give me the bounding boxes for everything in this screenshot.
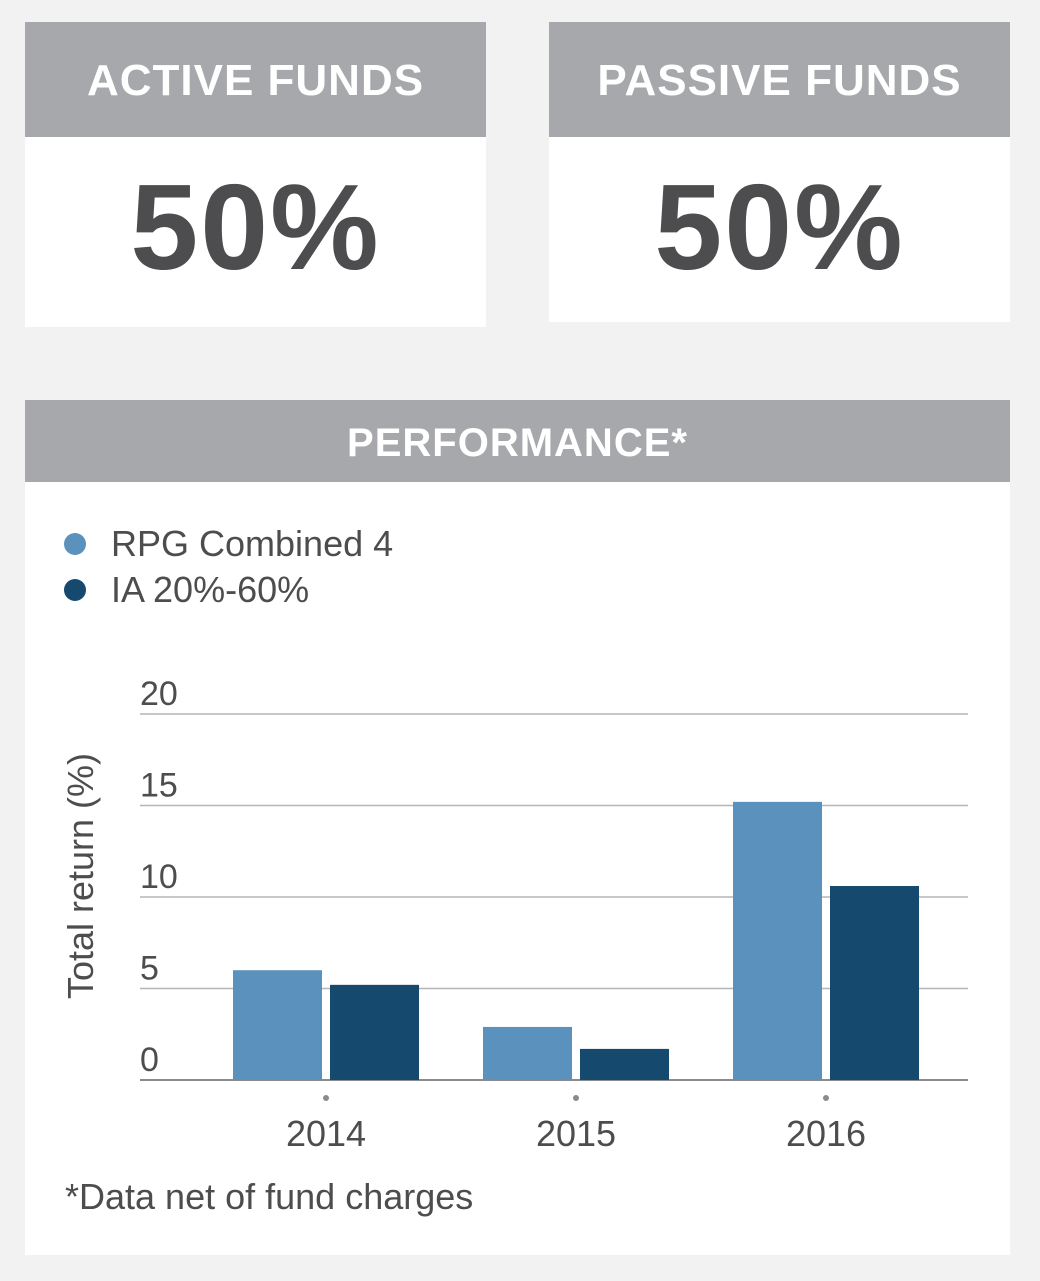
legend-marker-rpg-combined-4 (64, 533, 86, 555)
active-funds-card: ACTIVE FUNDS 50% (25, 22, 486, 327)
passive-funds-card: PASSIVE FUNDS 50% (549, 22, 1010, 322)
footnote: *Data net of fund charges (65, 1176, 473, 1217)
bar-2016-ia-20-60 (830, 886, 919, 1080)
bar-2015-ia-20-60 (580, 1048, 669, 1080)
x-tick-labels: 2014 2015 2016 (286, 1095, 866, 1154)
bars (233, 801, 919, 1080)
legend-marker-ia-20-60 (64, 579, 86, 601)
y-axis-label: Total return (%) (60, 753, 101, 999)
performance-title: PERFORMANCE* (25, 400, 1010, 482)
legend-label-ia-20-60: IA 20%-60% (111, 569, 309, 610)
x-tick-mark-2014 (323, 1095, 329, 1101)
x-tick-label-2015: 2015 (536, 1113, 616, 1154)
y-tick-labels: 0 5 10 15 20 (140, 675, 178, 1079)
legend-label-rpg-combined-4: RPG Combined 4 (111, 523, 393, 564)
x-tick-mark-2015 (573, 1095, 579, 1101)
x-tick-label-2016: 2016 (786, 1113, 866, 1154)
performance-card: PERFORMANCE* RPG Combined 4 IA 20%-60% T… (25, 400, 1010, 1255)
passive-funds-title: PASSIVE FUNDS (549, 22, 1010, 137)
legend: RPG Combined 4 IA 20%-60% (64, 523, 393, 610)
active-funds-title: ACTIVE FUNDS (25, 22, 486, 137)
bar-2014-ia-20-60 (330, 984, 419, 1080)
passive-funds-value: 50% (654, 159, 905, 295)
y-tick-label-20: 20 (140, 675, 178, 713)
x-tick-mark-2016 (823, 1095, 829, 1101)
bar-2014-rpg-combined-4 (233, 970, 322, 1080)
bar-2015-rpg-combined-4 (483, 1026, 572, 1080)
y-tick-label-15: 15 (140, 767, 178, 805)
y-tick-label-0: 0 (140, 1041, 159, 1079)
bar-2016-rpg-combined-4 (733, 801, 822, 1080)
y-tick-label-5: 5 (140, 950, 159, 988)
performance-chart: RPG Combined 4 IA 20%-60% Total return (… (60, 523, 968, 1217)
active-funds-value: 50% (130, 159, 381, 295)
x-tick-label-2014: 2014 (286, 1113, 366, 1154)
y-tick-label-10: 10 (140, 858, 178, 896)
